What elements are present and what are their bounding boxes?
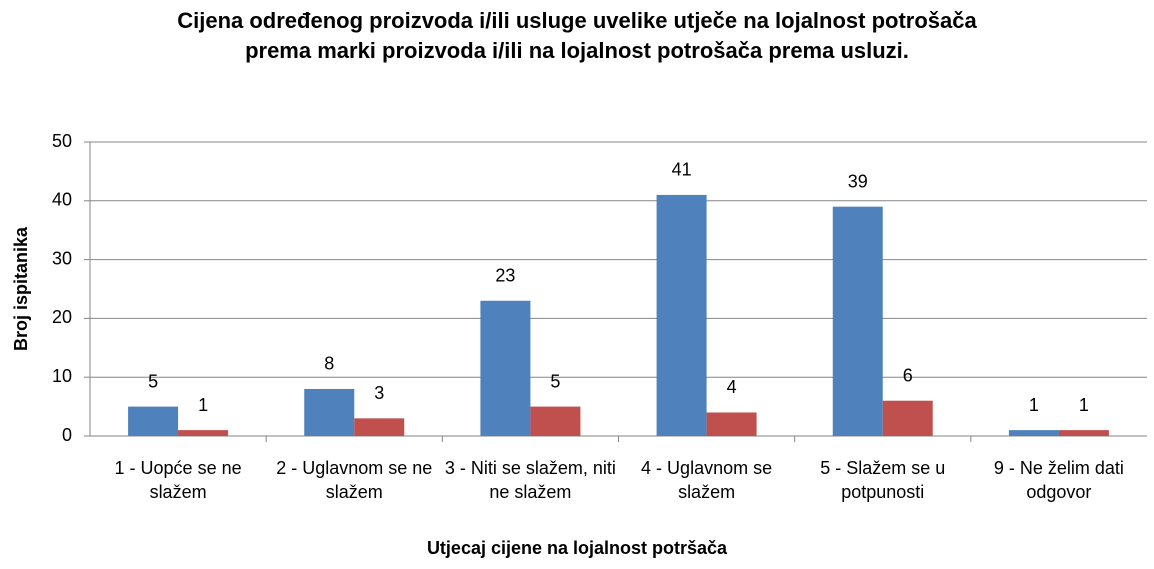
data-label: 5 bbox=[148, 371, 158, 391]
bar bbox=[178, 430, 229, 436]
y-tick-label: 20 bbox=[52, 307, 72, 327]
x-tick-label: 5 - Slažem se u potpunosti bbox=[820, 458, 946, 502]
bar bbox=[1008, 430, 1059, 436]
bar bbox=[882, 400, 933, 436]
bar bbox=[480, 300, 531, 436]
bar bbox=[304, 388, 355, 436]
x-tick-label: 3 - Niti se slažem, niti ne slažem bbox=[444, 458, 616, 502]
x-tick-label: 2 - Uglavnom se ne slažem bbox=[276, 458, 433, 502]
data-label: 4 bbox=[727, 377, 737, 397]
bar bbox=[354, 418, 405, 436]
data-label: 1 bbox=[198, 395, 208, 415]
chart-title: Cijena određenog proizvoda i/ili usluge … bbox=[177, 8, 977, 63]
bar bbox=[128, 406, 179, 436]
y-tick-label: 40 bbox=[52, 190, 72, 210]
y-tick-label: 10 bbox=[52, 366, 72, 386]
data-label: 23 bbox=[495, 266, 515, 286]
y-axis-label: Broj ispitanika bbox=[11, 226, 31, 351]
data-label: 3 bbox=[374, 383, 384, 403]
y-tick-label: 50 bbox=[52, 131, 72, 151]
data-label: 41 bbox=[672, 160, 692, 180]
data-label: 8 bbox=[324, 354, 334, 374]
bar bbox=[656, 194, 707, 436]
data-label: 1 bbox=[1029, 395, 1039, 415]
data-label: 5 bbox=[550, 371, 560, 391]
data-label: 6 bbox=[903, 365, 913, 385]
bar bbox=[530, 406, 581, 436]
bar bbox=[1058, 430, 1109, 436]
bar bbox=[706, 412, 757, 436]
data-label: 1 bbox=[1079, 395, 1089, 415]
bar bbox=[832, 206, 883, 436]
data-label: 39 bbox=[848, 171, 868, 191]
x-tick-label: 4 - Uglavnom se slažem bbox=[641, 458, 773, 502]
y-tick-label: 0 bbox=[62, 425, 72, 445]
y-tick-label: 30 bbox=[52, 248, 72, 268]
x-axis-label: Utjecaj cijene na lojalnost potršača bbox=[426, 538, 728, 558]
x-tick-label: 1 - Uopće se ne slažem bbox=[114, 458, 242, 502]
x-tick-label: 9 - Ne želim dati odgovor bbox=[993, 458, 1124, 502]
